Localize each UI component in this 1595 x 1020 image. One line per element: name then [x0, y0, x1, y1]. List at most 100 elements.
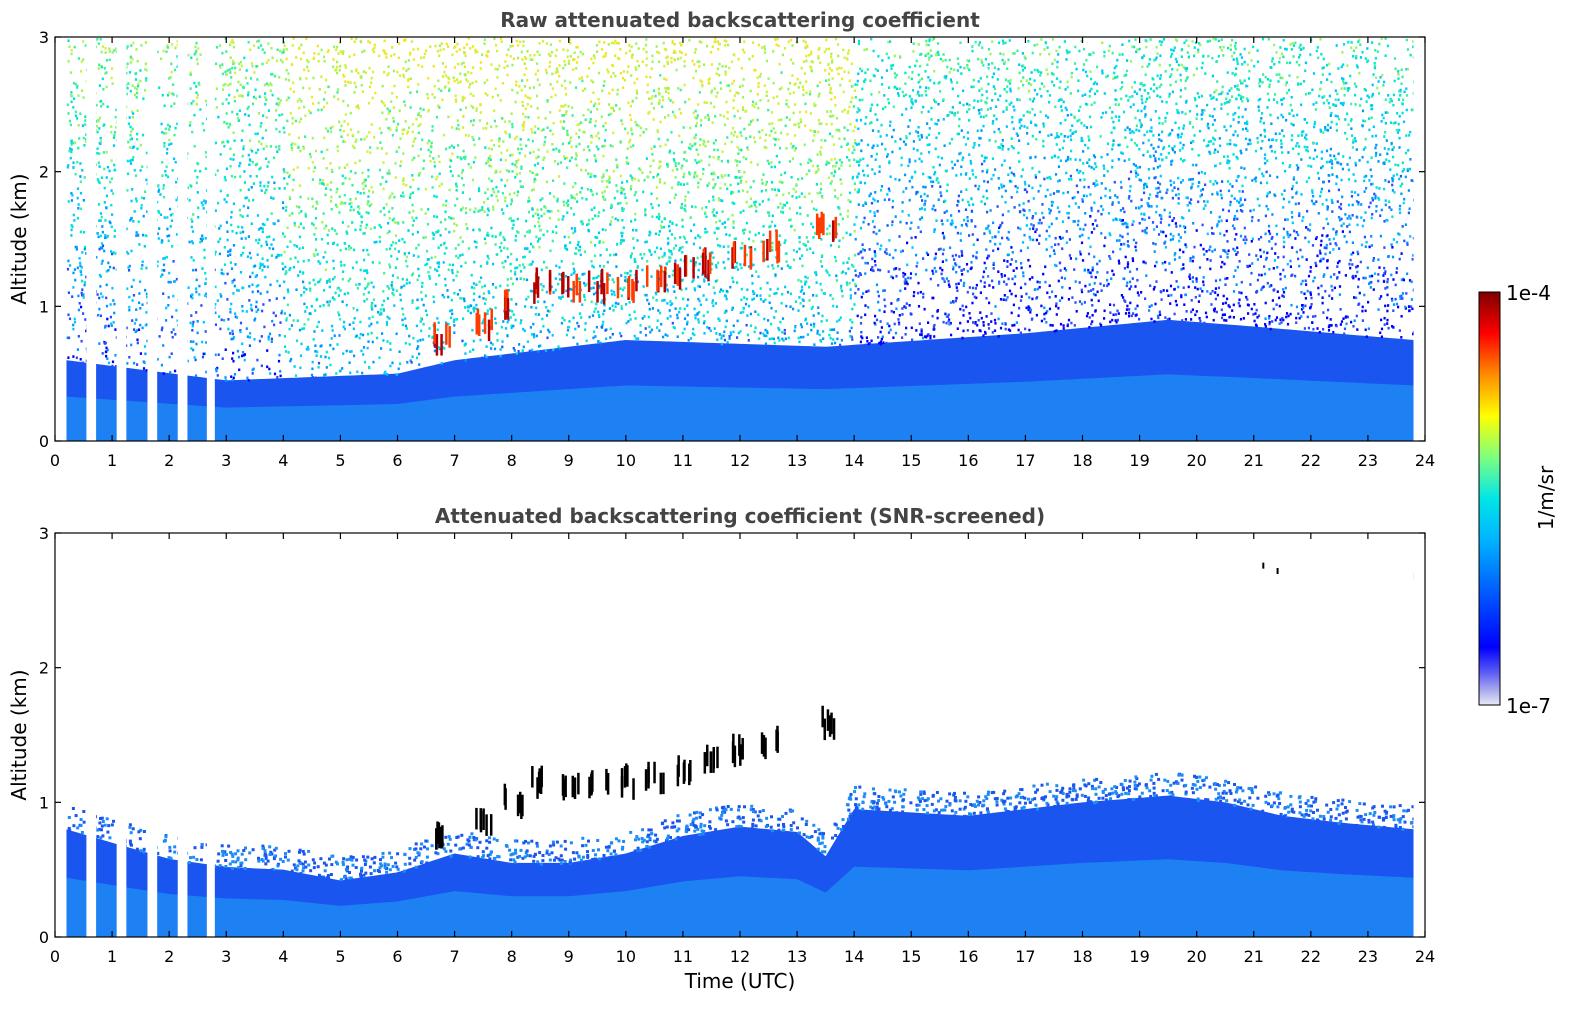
noise-speck	[1140, 94, 1143, 98]
noise-speck	[215, 62, 218, 66]
noise-speck	[806, 333, 809, 336]
noise-speck	[1246, 63, 1249, 67]
noise-speck	[466, 79, 469, 83]
noise-speck	[1030, 318, 1033, 321]
noise-speck	[282, 267, 285, 271]
noise-speck	[1147, 168, 1150, 171]
noise-speck	[412, 58, 415, 61]
noise-speck	[309, 155, 312, 159]
noise-speck	[130, 285, 133, 288]
noise-speck	[1080, 136, 1083, 140]
noise-speck	[1232, 133, 1235, 137]
noise-speck	[1088, 95, 1091, 98]
noise-speck	[1126, 261, 1130, 264]
noise-speck	[526, 230, 529, 234]
noise-speck	[1224, 277, 1227, 281]
noise-speck	[419, 123, 422, 126]
noise-speck	[839, 178, 842, 181]
noise-speck	[409, 77, 412, 81]
noise-speck	[349, 198, 352, 201]
noise-speck	[1197, 48, 1200, 52]
noise-speck	[1165, 191, 1168, 195]
noise-speck	[379, 308, 382, 311]
noise-speck	[1145, 182, 1148, 186]
noise-speck	[438, 347, 442, 351]
noise-speck	[857, 172, 860, 175]
noise-speck	[1194, 295, 1197, 299]
noise-speck	[1243, 226, 1246, 230]
noise-speck	[1101, 41, 1104, 45]
noise-speck	[397, 56, 400, 60]
noise-speck	[1278, 304, 1281, 308]
noise-speck	[1086, 74, 1089, 78]
noise-speck	[1179, 135, 1183, 139]
noise-speck	[980, 154, 984, 158]
noise-speck	[463, 51, 466, 54]
noise-speck	[630, 252, 634, 255]
noise-speck	[658, 92, 661, 96]
noise-speck	[491, 343, 494, 346]
noise-speck	[1112, 250, 1115, 254]
noise-speck	[108, 50, 111, 53]
noise-speck	[694, 171, 697, 175]
noise-speck	[549, 111, 552, 114]
noise-speck	[373, 136, 376, 139]
noise-speck	[1023, 125, 1026, 128]
noise-speck	[970, 209, 973, 213]
noise-speck	[593, 56, 596, 60]
noise-speck	[517, 147, 520, 151]
noise-speck	[620, 186, 623, 190]
noise-speck	[1084, 93, 1087, 96]
noise-speck	[796, 77, 799, 81]
noise-speck	[1134, 164, 1137, 167]
noise-speck	[108, 47, 111, 51]
noise-speck	[1212, 96, 1215, 99]
noise-speck	[700, 119, 703, 122]
noise-speck	[915, 59, 918, 63]
noise-speck	[1313, 202, 1316, 206]
noise-speck	[1387, 94, 1390, 97]
noise-speck	[76, 86, 79, 89]
noise-speck	[166, 123, 170, 127]
noise-speck	[523, 85, 526, 88]
noise-speck	[464, 261, 467, 265]
noise-speck	[495, 185, 498, 189]
noise-speck	[966, 219, 969, 223]
noise-speck	[280, 58, 283, 62]
noise-speck	[1388, 100, 1391, 104]
noise-speck	[905, 221, 908, 225]
noise-speck	[1297, 202, 1300, 205]
noise-speck	[1334, 114, 1337, 118]
noise-speck	[924, 54, 927, 57]
noise-speck	[924, 335, 927, 338]
noise-speck	[834, 195, 837, 198]
noise-speck	[1162, 230, 1165, 234]
noise-speck	[292, 168, 295, 171]
noise-speck	[988, 229, 991, 233]
noise-speck	[130, 343, 133, 347]
noise-speck	[933, 266, 936, 270]
noise-speck	[1386, 280, 1389, 284]
noise-speck	[1285, 312, 1289, 315]
noise-speck	[1242, 317, 1245, 320]
noise-speck	[131, 146, 134, 149]
noise-speck	[963, 66, 966, 70]
noise-speck	[1226, 71, 1229, 74]
noise-speck	[410, 361, 413, 364]
noise-speck	[565, 110, 568, 113]
noise-speck	[412, 48, 415, 51]
noise-speck	[298, 225, 301, 229]
noise-speck	[618, 57, 621, 61]
noise-speck	[602, 84, 605, 87]
noise-speck	[1374, 134, 1378, 138]
noise-speck	[1115, 76, 1118, 79]
noise-speck	[927, 58, 930, 61]
noise-speck	[1161, 100, 1164, 103]
noise-speck	[752, 180, 755, 183]
noise-speck	[628, 313, 631, 317]
noise-speck	[713, 231, 716, 235]
noise-speck	[100, 50, 103, 54]
noise-speck	[514, 270, 517, 274]
noise-speck	[1384, 179, 1387, 182]
noise-speck	[472, 66, 475, 69]
